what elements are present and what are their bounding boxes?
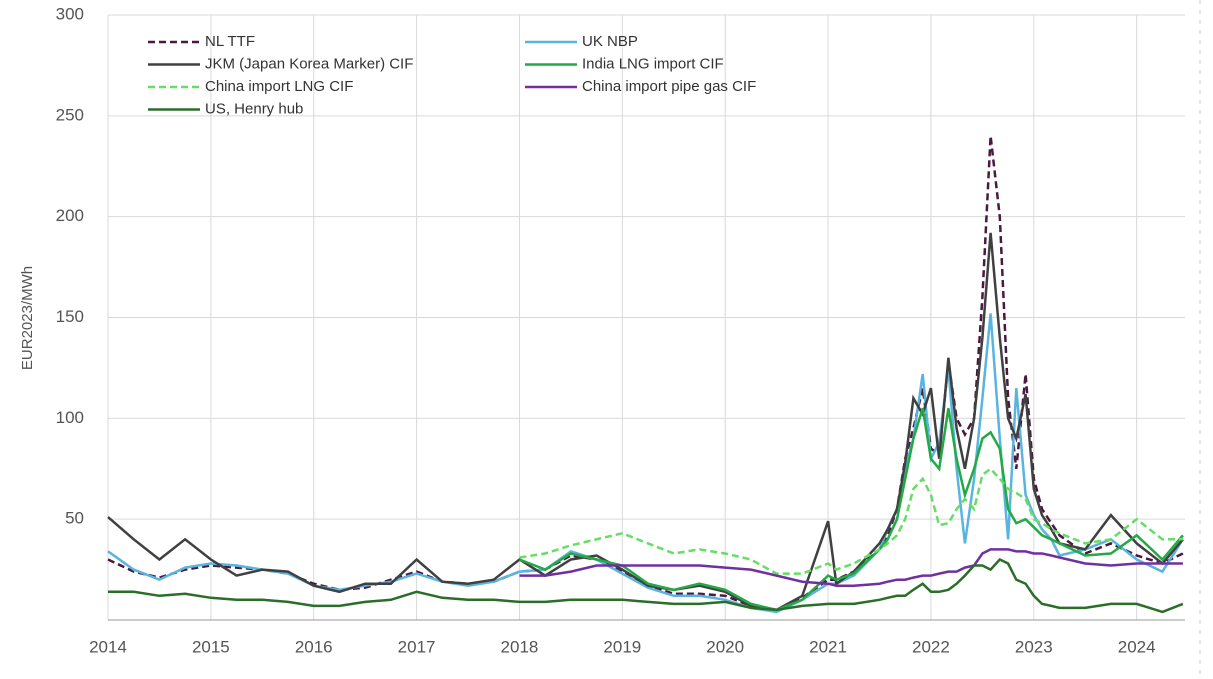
legend-label: China import LNG CIF	[205, 78, 353, 95]
x-tick-label: 2016	[295, 637, 333, 656]
x-tick-label: 2023	[1015, 637, 1053, 656]
y-tick-label: 300	[56, 4, 84, 23]
x-tick-label: 2024	[1118, 637, 1156, 656]
series-line	[519, 548, 1183, 587]
y-tick-label: 250	[56, 105, 84, 124]
series-line	[519, 407, 1184, 612]
x-tick-label: 2019	[603, 637, 641, 656]
series-line	[107, 232, 1184, 612]
y-axis-label: EUR2023/MWh	[19, 266, 36, 370]
series-line	[108, 557, 1184, 614]
legend-label: US, Henry hub	[205, 100, 303, 117]
y-tick-label: 150	[56, 307, 84, 326]
series-line	[519, 467, 1183, 575]
x-tick-label: 2020	[706, 637, 744, 656]
series-line	[107, 313, 1184, 614]
x-tick-label: 2014	[89, 637, 127, 656]
legend-label: UK NBP	[582, 33, 638, 50]
x-tick-label: 2017	[398, 637, 436, 656]
y-tick-label: 50	[65, 509, 84, 528]
legend-label: India LNG import CIF	[582, 55, 724, 72]
x-tick-label: 2021	[809, 637, 847, 656]
series-line	[107, 135, 1184, 612]
x-tick-label: 2015	[192, 637, 230, 656]
y-tick-label: 100	[56, 408, 84, 427]
legend-label: NL TTF	[205, 33, 255, 50]
y-tick-label: 200	[56, 206, 84, 225]
legend-label: JKM (Japan Korea Marker) CIF	[205, 55, 413, 72]
x-tick-label: 2018	[501, 637, 539, 656]
legend-label: China import pipe gas CIF	[582, 78, 756, 95]
x-tick-label: 2022	[912, 637, 950, 656]
